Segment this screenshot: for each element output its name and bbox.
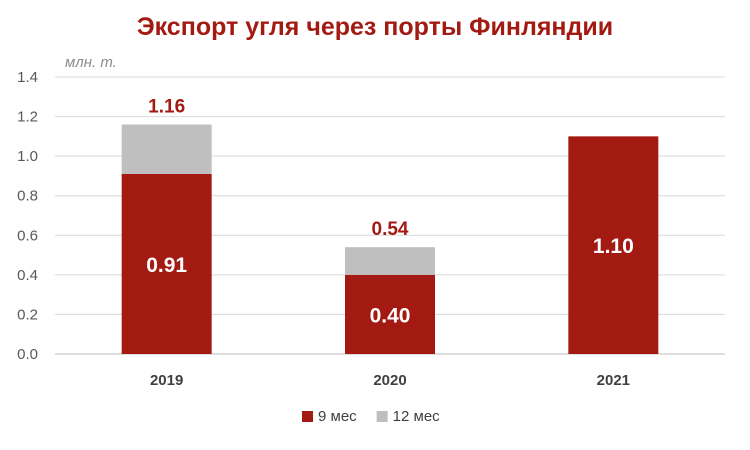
x-tick-label: 2021	[597, 372, 630, 389]
chart-title: Экспорт угля через порты Финляндии	[137, 13, 613, 41]
legend: 9 мес 12 мес	[302, 408, 440, 425]
legend-item: 12 мес	[376, 408, 441, 425]
bar-segment	[345, 247, 435, 275]
x-tick-label: 2019	[150, 372, 183, 389]
bar-total-label: 1.16	[148, 96, 185, 117]
legend-label: 9 мес	[318, 408, 357, 425]
y-tick-label: 0.6	[17, 227, 38, 244]
y-tick-label: 1.2	[17, 109, 38, 126]
y-tick-label: 0.4	[17, 267, 38, 284]
bar-value-label: 0.91	[146, 254, 187, 277]
labels-layer: 0.91 1.16 2019 0.40 0.54 2020 1.10 2021	[146, 96, 634, 389]
legend-item: 9 мес	[302, 408, 357, 425]
y-tick-label: 1.0	[17, 148, 38, 165]
legend-swatch	[302, 411, 313, 422]
bar-value-label: 0.40	[370, 304, 411, 327]
bars-layer	[121, 124, 659, 354]
bar-segment	[568, 136, 659, 354]
bar-segment	[345, 274, 435, 354]
y-tick-label: 0.0	[17, 346, 38, 363]
x-tick-label: 2020	[373, 372, 406, 389]
legend-label: 12 мес	[393, 408, 441, 425]
bar-total-label: 0.54	[372, 219, 409, 240]
y-tick-label: 0.2	[17, 306, 38, 323]
bar-segment	[121, 124, 212, 174]
legend-swatch	[376, 411, 388, 422]
bar-value-label: 1.10	[593, 235, 634, 258]
y-unit-label: млн. т.	[65, 54, 117, 71]
y-tick-label: 1.4	[17, 69, 38, 86]
y-tick-label: 0.8	[17, 188, 38, 205]
bar-segment	[121, 173, 212, 354]
